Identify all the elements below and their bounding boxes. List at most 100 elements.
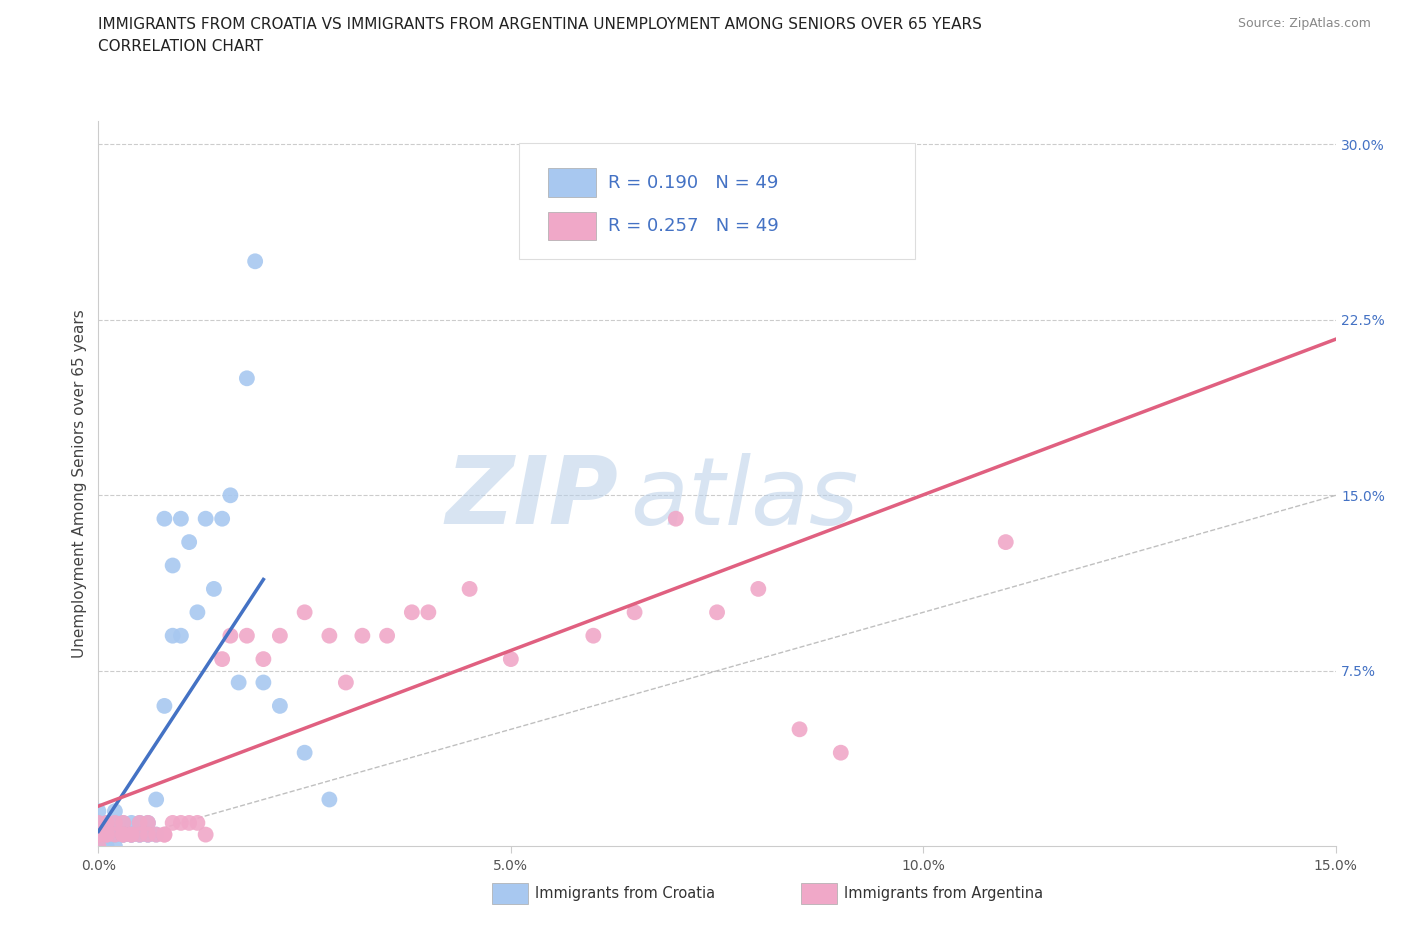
- Point: [458, 581, 481, 596]
- Point: [179, 535, 201, 550]
- Point: [96, 827, 118, 842]
- Point: [582, 629, 605, 644]
- Text: Source: ZipAtlas.com: Source: ZipAtlas.com: [1237, 17, 1371, 30]
- Point: [170, 512, 193, 526]
- Point: [318, 629, 340, 644]
- Point: [335, 675, 357, 690]
- Point: [128, 827, 150, 842]
- Point: [87, 839, 110, 854]
- Point: [112, 816, 135, 830]
- Point: [665, 512, 688, 526]
- Point: [104, 827, 127, 842]
- Point: [87, 839, 110, 854]
- Point: [112, 827, 135, 842]
- Point: [401, 604, 423, 619]
- Point: [202, 581, 225, 596]
- Point: [418, 604, 440, 619]
- Text: ZIP: ZIP: [446, 452, 619, 544]
- Point: [145, 827, 167, 842]
- Point: [104, 827, 127, 842]
- Point: [120, 827, 142, 842]
- Point: [136, 827, 159, 842]
- Point: [96, 816, 118, 830]
- Point: [112, 827, 135, 842]
- Point: [128, 816, 150, 830]
- Point: [96, 816, 118, 830]
- Point: [136, 827, 159, 842]
- Point: [211, 652, 233, 667]
- Point: [219, 629, 242, 644]
- Point: [269, 629, 291, 644]
- Point: [179, 816, 201, 830]
- Point: [87, 816, 110, 830]
- Point: [252, 652, 274, 667]
- Point: [120, 827, 142, 842]
- Point: [623, 604, 645, 619]
- Point: [219, 488, 242, 503]
- Text: CORRELATION CHART: CORRELATION CHART: [98, 39, 263, 54]
- Point: [128, 827, 150, 842]
- Point: [153, 698, 176, 713]
- Point: [128, 816, 150, 830]
- Point: [243, 254, 266, 269]
- Point: [294, 745, 316, 760]
- Point: [236, 629, 259, 644]
- FancyBboxPatch shape: [547, 212, 596, 240]
- Point: [706, 604, 728, 619]
- Point: [87, 839, 110, 854]
- Point: [153, 512, 176, 526]
- Point: [162, 629, 184, 644]
- Point: [87, 827, 110, 842]
- Text: IMMIGRANTS FROM CROATIA VS IMMIGRANTS FROM ARGENTINA UNEMPLOYMENT AMONG SENIORS : IMMIGRANTS FROM CROATIA VS IMMIGRANTS FR…: [98, 17, 983, 32]
- Point: [145, 792, 167, 807]
- Point: [120, 827, 142, 842]
- Point: [96, 827, 118, 842]
- Point: [186, 604, 208, 619]
- Point: [96, 839, 118, 854]
- Point: [153, 827, 176, 842]
- Point: [162, 558, 184, 573]
- FancyBboxPatch shape: [547, 168, 596, 197]
- Point: [96, 827, 118, 842]
- Point: [87, 816, 110, 830]
- Text: R = 0.257   N = 49: R = 0.257 N = 49: [609, 217, 779, 235]
- Point: [269, 698, 291, 713]
- Point: [96, 827, 118, 842]
- Point: [211, 512, 233, 526]
- Point: [112, 827, 135, 842]
- Point: [128, 827, 150, 842]
- Point: [228, 675, 250, 690]
- Point: [87, 827, 110, 842]
- Point: [830, 745, 852, 760]
- Text: Immigrants from Argentina: Immigrants from Argentina: [845, 886, 1043, 901]
- Point: [136, 827, 159, 842]
- Point: [994, 535, 1017, 550]
- Point: [170, 629, 193, 644]
- Point: [153, 827, 176, 842]
- Point: [120, 827, 142, 842]
- Point: [120, 827, 142, 842]
- Point: [194, 512, 217, 526]
- Point: [541, 183, 564, 198]
- Point: [104, 827, 127, 842]
- Point: [352, 629, 374, 644]
- Point: [747, 581, 769, 596]
- FancyBboxPatch shape: [519, 142, 915, 259]
- Point: [104, 816, 127, 830]
- Point: [170, 816, 193, 830]
- Point: [318, 792, 340, 807]
- Text: atlas: atlas: [630, 453, 859, 544]
- Point: [104, 804, 127, 818]
- Point: [104, 816, 127, 830]
- Point: [186, 816, 208, 830]
- Point: [294, 604, 316, 619]
- Point: [104, 839, 127, 854]
- Point: [236, 371, 259, 386]
- Text: Immigrants from Croatia: Immigrants from Croatia: [536, 886, 716, 901]
- Point: [112, 827, 135, 842]
- FancyBboxPatch shape: [801, 883, 837, 904]
- Point: [789, 722, 811, 737]
- Text: R = 0.190   N = 49: R = 0.190 N = 49: [609, 174, 779, 192]
- Point: [87, 804, 110, 818]
- Point: [120, 816, 142, 830]
